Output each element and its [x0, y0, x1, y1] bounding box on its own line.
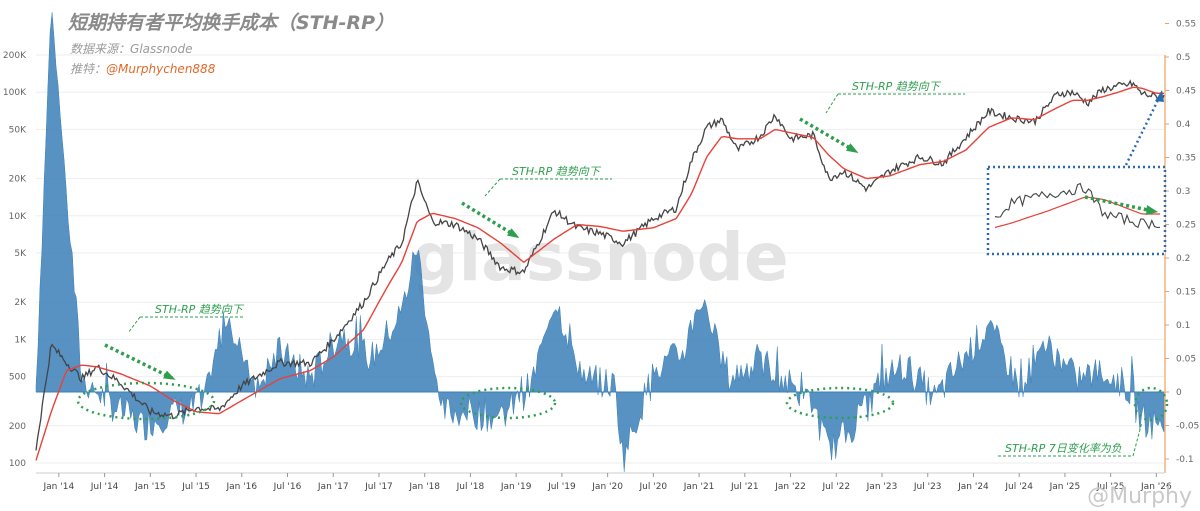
x-tick-label: Jul '18 [456, 482, 485, 492]
x-tick-label: Jul '20 [639, 482, 668, 492]
x-tick-label: Jan '22 [774, 482, 806, 492]
y-left-tick-label: 100 [9, 459, 26, 469]
annotation-label: STH-RP 趋势向下 [512, 165, 602, 178]
trend-arrow [461, 201, 517, 238]
x-tick-label: Jan '25 [1049, 482, 1081, 492]
y-right-tick-label: -0.05 [1176, 422, 1199, 432]
annotation-leader [127, 316, 141, 334]
y-right-tick-label: 0.3 [1176, 187, 1190, 197]
annotation-label: STH-RP 趋势向下 [852, 80, 942, 93]
y-right-tick-label: 0.4 [1176, 120, 1191, 130]
x-tick-label: Jan '18 [408, 482, 440, 492]
y-right-tick-label: 0.05 [1176, 355, 1196, 365]
x-tick-label: Jan '14 [43, 482, 75, 492]
annotation-label: STH-RP 趋势向下 [155, 303, 245, 316]
x-tick-label: Jul '21 [730, 482, 759, 492]
data-source-value: Glassnode [130, 42, 193, 56]
x-tick-label: Jul '24 [1004, 482, 1033, 492]
annotation-leader [825, 93, 839, 114]
y-right-tick-label: 0.35 [1176, 154, 1196, 164]
y-axis-left-ticks: 100 200 500 1K 2K 5K 10K 20K 50K 100K 200K [3, 51, 27, 469]
y-left-tick-label: 2K [14, 298, 27, 308]
y-right-tick-label: 0.2 [1176, 254, 1190, 264]
x-tick-label: Jan '26 [1140, 482, 1172, 492]
y-left-tick-label: 200 [9, 422, 26, 432]
x-tick-label: Jan '17 [317, 482, 349, 492]
trend-arrow [104, 343, 173, 380]
trend-arrow-head [507, 228, 520, 239]
negative-change-ellipse [459, 386, 557, 420]
y-right-tick-label: -0.1 [1176, 455, 1194, 465]
y-left-tick-label: 100K [3, 88, 27, 98]
x-tick-label: Jul '22 [821, 482, 850, 492]
inset-trend-arrow [1084, 195, 1149, 212]
y-right-tick-label: 0.15 [1176, 288, 1196, 298]
y-left-tick-label: 5K [14, 249, 27, 259]
change-area [35, 12, 1165, 472]
y-right-tick-label: 0.1 [1176, 321, 1190, 331]
x-tick-label: Jan '16 [225, 482, 257, 492]
annotation-leader [484, 178, 501, 197]
x-tick-label: Jan '15 [134, 482, 166, 492]
x-tick-label: Jan '19 [500, 482, 532, 492]
y-left-tick-label: 500 [9, 373, 26, 383]
trend-arrow-head [846, 143, 859, 154]
annotation-label: STH-RP 7日变化率为负 [1005, 442, 1122, 455]
inset-frame [986, 165, 1167, 256]
y-right-tick-label: 0.55 [1176, 20, 1196, 30]
x-tick-label: Jan '21 [683, 482, 715, 492]
inset-price-line [994, 182, 1161, 230]
twitter-credit: 推特：@Murphychen888 [70, 60, 215, 77]
y-left-tick-label: 1K [14, 335, 27, 345]
chart-title: 短期持有者平均换手成本（STH-RP） [68, 12, 394, 34]
glassnode-watermark: glassnode [411, 219, 788, 296]
change-series [35, 12, 1165, 472]
y-right-tick-label: 0 [1176, 388, 1182, 398]
inset-connector-head [1155, 90, 1164, 102]
y-left-tick-label: 10K [9, 212, 27, 222]
twitter-label: 推特： [70, 62, 107, 76]
twitter-handle: @Murphychen888 [106, 62, 216, 76]
negative-change-ellipse [76, 381, 216, 421]
corner-watermark: @Murphy [1087, 484, 1192, 509]
x-tick-label: Jan '20 [591, 482, 623, 492]
x-tick-label: Jul '23 [913, 482, 942, 492]
y-right-tick-label: 0.45 [1176, 87, 1196, 97]
inset-trend-arrow-head [1146, 205, 1158, 215]
axes [36, 55, 1166, 474]
x-tick-label: Jul '25 [1096, 482, 1125, 492]
annotations: STH-RP 趋势向下 STH-RP 趋势向下 STH-RP 趋势向下 STH-RP … [76, 80, 1169, 457]
x-tick-label: Jul '17 [364, 482, 393, 492]
y-left-tick-label: 50K [9, 125, 27, 135]
sth-rp-line [35, 86, 1164, 461]
trend-arrow-head [163, 370, 176, 380]
x-axis-ticks: Jan '14 Jul '14 Jan '15 Jul '15 Jan '16 Jul '… [43, 473, 1172, 492]
inset-zoom [986, 90, 1167, 256]
y-axis-right-ticks: -0.1 -0.05 0 0.05 0.1 0.15 0.2 0.25 0.3 0.35 0.4 0.… [1165, 20, 1199, 465]
data-source-label: 数据来源： [70, 42, 131, 56]
data-source: 数据来源：Glassnode [70, 40, 192, 57]
negative-change-ellipse [785, 386, 895, 420]
x-tick-label: Jan '24 [957, 482, 989, 492]
x-tick-label: Jul '16 [273, 482, 302, 492]
price-line [35, 79, 1165, 451]
x-tick-label: Jul '14 [90, 482, 119, 492]
x-tick-label: Jul '19 [547, 482, 576, 492]
trend-arrow [799, 117, 856, 153]
inset-connector [1124, 95, 1162, 166]
annotation-leader [1132, 421, 1143, 457]
y-right-tick-label: 0.5 [1176, 53, 1190, 63]
y-right-tick-label: 0.25 [1176, 221, 1196, 231]
x-tick-label: Jan '23 [866, 482, 898, 492]
inset-sth-rp-line [994, 196, 1160, 229]
x-tick-label: Jul '15 [181, 482, 210, 492]
negative-change-ellipse [1133, 386, 1169, 422]
sth-rp-series [35, 86, 1164, 461]
price-series [35, 79, 1165, 451]
y-left-tick-label: 20K [9, 175, 27, 185]
y-left-tick-label: 200K [3, 51, 27, 61]
